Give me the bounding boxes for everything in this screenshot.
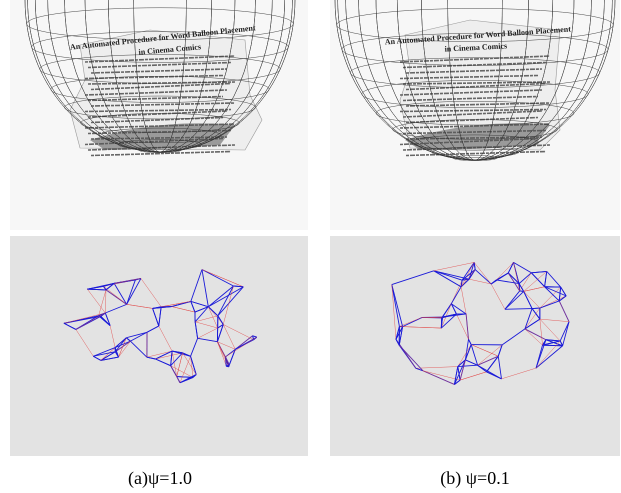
figure: An Automated Procedure for Word Balloon … xyxy=(0,0,621,493)
page: An Automated Procedure for Word Balloon … xyxy=(0,0,621,493)
caption: (b) ψ=0.1 xyxy=(440,468,509,489)
mesh-edge xyxy=(543,345,563,346)
mesh-panel xyxy=(10,236,308,456)
caption: (a)ψ=1.0 xyxy=(128,468,192,489)
